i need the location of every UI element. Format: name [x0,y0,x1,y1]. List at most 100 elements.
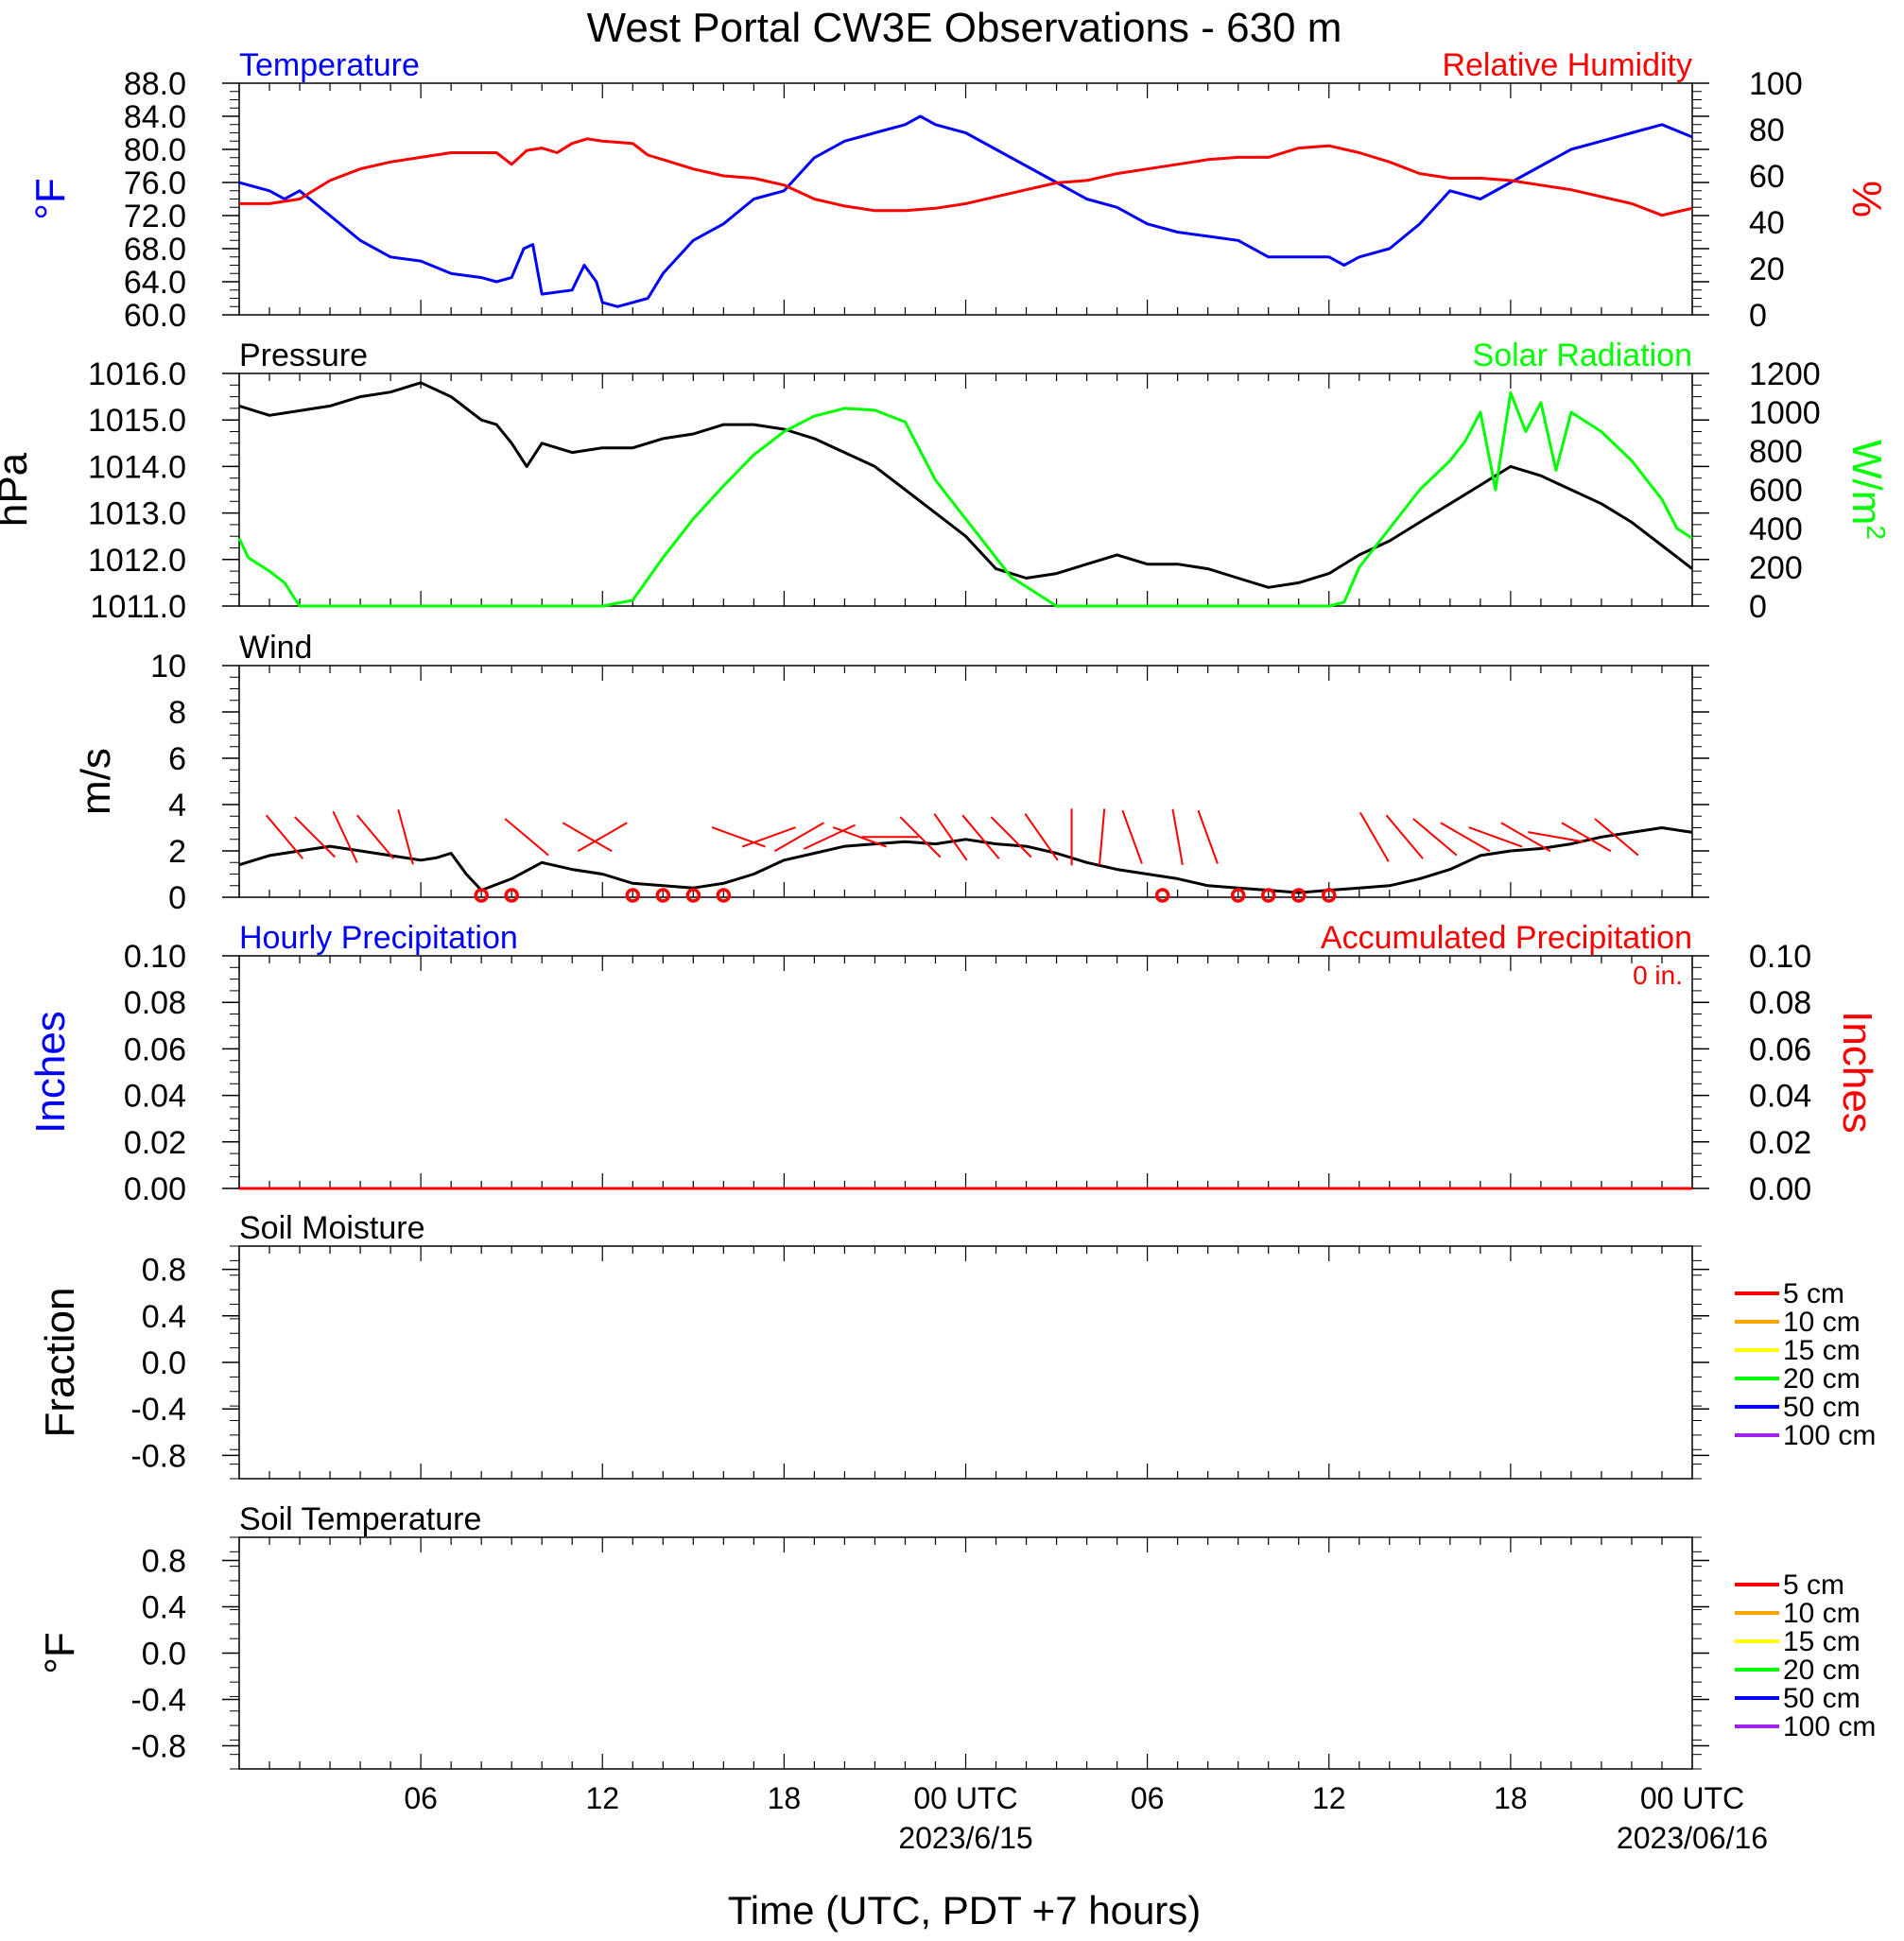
wind-barb [1098,808,1106,866]
x-axis-label: Time (UTC, PDT +7 hours) [728,1888,1202,1932]
y-tick-label-left: 68.0 [124,232,186,268]
series-relative-humidity [239,137,1693,217]
y-tick-label-left: 8 [168,695,186,731]
panel-title-right: Relative Humidity [1442,47,1692,83]
wind-barb [1594,818,1639,857]
series-wind [238,826,1693,894]
y-tick-label-left: 64.0 [124,265,186,301]
y-tick-label-left: -0.8 [130,1438,186,1474]
panel-3: 10 8 6 4 2 0 Wind m/s [73,630,1709,916]
wind-calm-marker [1260,888,1276,903]
y-tick-label-left: 1014.0 [88,449,186,485]
wind-calm-marker [1154,888,1170,903]
y-tick-label-right: 40 [1749,205,1785,241]
y-tick-label-left: 0.00 [124,1171,186,1207]
wind-barb [397,809,414,865]
y-tick-label-left: 72.0 [124,199,186,234]
y-tick-label-left: 0.08 [124,985,186,1021]
wind-barb [773,822,824,853]
legend-label: 20 cm [1783,1363,1861,1395]
panel-frame [238,1536,1693,1770]
wind-barb [711,826,766,848]
wind-calm-marker [685,888,701,903]
y-tick-label-right: 80 [1749,113,1785,148]
series-solar-radiation [237,391,1693,608]
wind-barb [899,816,942,858]
x-tick-label: 18 [768,1781,802,1815]
y-tick-label-left: 76.0 [124,165,186,201]
y-tick-label-right: 0 [1749,589,1767,625]
annotation: 0 in. [1633,961,1683,990]
y-axis-label-left: m/s [73,748,119,815]
x-date-label: 2023/06/16 [1617,1821,1768,1855]
y-axis-label-left: Fraction [37,1288,83,1438]
y-tick-label-left: 2 [168,834,186,870]
y-axis-label-sup: 2 [1862,525,1892,540]
y-tick-label-right: 0.02 [1749,1125,1811,1161]
panel-1: 88.084.080.076.072.068.064.060.0 100 80 60 4… [27,47,1890,334]
y-tick-label-left: -0.4 [130,1683,186,1719]
panel-title-right: Solar Radiation [1473,338,1692,373]
wind-barb [832,826,887,848]
wind-barb [741,826,796,848]
y-tick-label-left: -0.8 [130,1729,186,1765]
x-tick-label: 06 [404,1781,438,1815]
y-tick-label-left: 0.06 [124,1031,186,1067]
y-tick-label-right: 0 [1749,298,1767,334]
legend-label: 5 cm [1783,1278,1844,1309]
y-tick-label-right: 200 [1749,550,1803,586]
y-tick-label-left: 88.0 [124,66,186,102]
y-tick-label-left: 0.4 [142,1299,186,1335]
x-tick-label: 12 [585,1781,619,1815]
wind-calm-marker [625,888,641,903]
x-tick-label: 00 UTC [1640,1781,1744,1815]
x-tick-label: 06 [1131,1781,1165,1815]
panel-title-left: Wind [239,630,312,666]
legend-label: 5 cm [1783,1569,1844,1601]
y-axis-label-right: % [1843,181,1890,217]
chart-title: West Portal CW3E Observations - 630 m [587,5,1342,51]
y-axis-label-left: °F [37,1632,83,1673]
panel-frame [238,1245,1693,1480]
y-tick-label-right: 0.06 [1749,1031,1811,1067]
y-tick-label-right: 1200 [1749,356,1821,392]
wind-calm-marker [655,888,671,903]
wind-barb [1412,818,1458,857]
wind-barb [1500,822,1551,853]
wind-barb [332,810,358,863]
x-tick-label: 00 UTC [913,1781,1017,1815]
y-axis-label-left: hPa [0,452,36,527]
wind-barb [933,813,968,861]
y-tick-label-left: 6 [168,741,186,777]
y-tick-label-right: 0.00 [1749,1171,1811,1207]
wind-barb [990,816,1032,858]
y-tick-label-right: 0.04 [1749,1079,1811,1115]
panel-title-left: Hourly Precipitation [239,920,518,956]
legend-label: 10 cm [1783,1307,1861,1338]
wind-barb [961,814,1000,859]
legend-label: 10 cm [1783,1598,1861,1629]
panel-frame [238,82,1693,316]
wind-calm-marker [1322,888,1337,903]
legend-label: 100 cm [1783,1420,1876,1451]
legend-label: 50 cm [1783,1392,1861,1423]
y-tick-label-right: 800 [1749,434,1803,470]
wind-barb [1561,822,1612,853]
wind-barb [562,822,613,853]
y-tick-label-left: 0.10 [124,939,186,975]
y-tick-label-right: 600 [1749,473,1803,509]
wind-barb [1024,813,1059,861]
wind-barb [1468,826,1523,848]
wind-barb [1385,814,1424,859]
y-tick-label-left: 0.0 [142,1345,186,1381]
y-tick-label-right: 1000 [1749,395,1821,431]
y-tick-label-left: 60.0 [124,298,186,334]
panel-title-left: Soil Temperature [239,1501,481,1537]
wind-calm-marker [504,888,519,903]
wind-barb [1171,808,1184,866]
y-tick-label-left: 1012.0 [88,543,186,579]
y-tick-label-right: 100 [1749,66,1803,102]
